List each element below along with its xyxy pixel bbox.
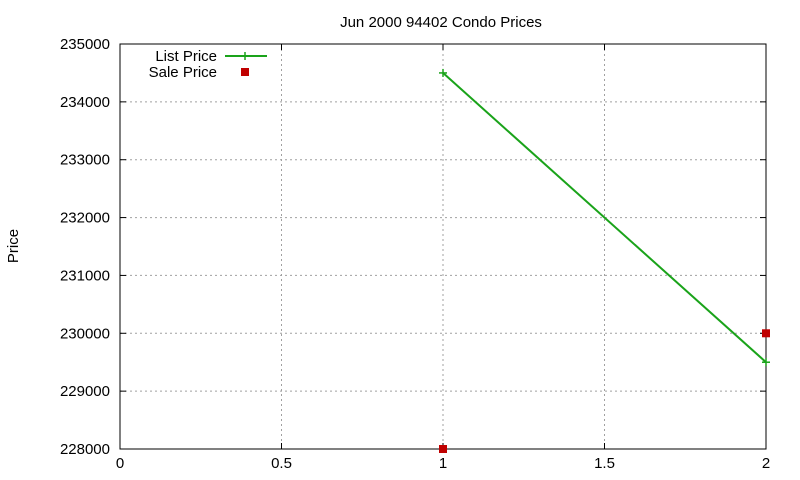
y-tick-label: 232000 xyxy=(60,210,110,227)
series-layer xyxy=(439,68,770,453)
y-tick-label: 230000 xyxy=(60,325,110,342)
legend-label-list-price: List Price xyxy=(155,48,217,65)
axis-ticks: 0 0.5 1 1.5 2 228000 229000 230000 231000 232000 2… xyxy=(60,36,770,472)
x-tick-label: 0.5 xyxy=(271,455,292,472)
x-tick-label: 2 xyxy=(762,455,770,472)
y-tick-label: 235000 xyxy=(60,36,110,53)
y-tick-label: 228000 xyxy=(60,441,110,458)
x-tick-label: 0 xyxy=(116,455,124,472)
x-tick-label: 1.5 xyxy=(594,455,615,472)
sale-price-point xyxy=(439,445,447,453)
legend-label-sale-price: Sale Price xyxy=(149,64,217,81)
y-tick-label: 229000 xyxy=(60,383,110,400)
y-tick-label: 231000 xyxy=(60,267,110,284)
legend-marker-sale-price xyxy=(241,68,249,76)
legend-marker-list-price xyxy=(241,52,249,60)
x-tick-label: 1 xyxy=(439,455,447,472)
grid xyxy=(120,44,766,449)
list-price-point xyxy=(439,68,447,77)
chart-title: Jun 2000 94402 Condo Prices xyxy=(340,14,542,31)
y-tick-label: 233000 xyxy=(60,152,110,169)
y-axis-label: Price xyxy=(5,229,22,263)
y-tick-label: 234000 xyxy=(60,94,110,111)
list-price-line xyxy=(442,72,767,363)
list-price-point xyxy=(762,358,770,367)
sale-price-point xyxy=(762,329,770,338)
